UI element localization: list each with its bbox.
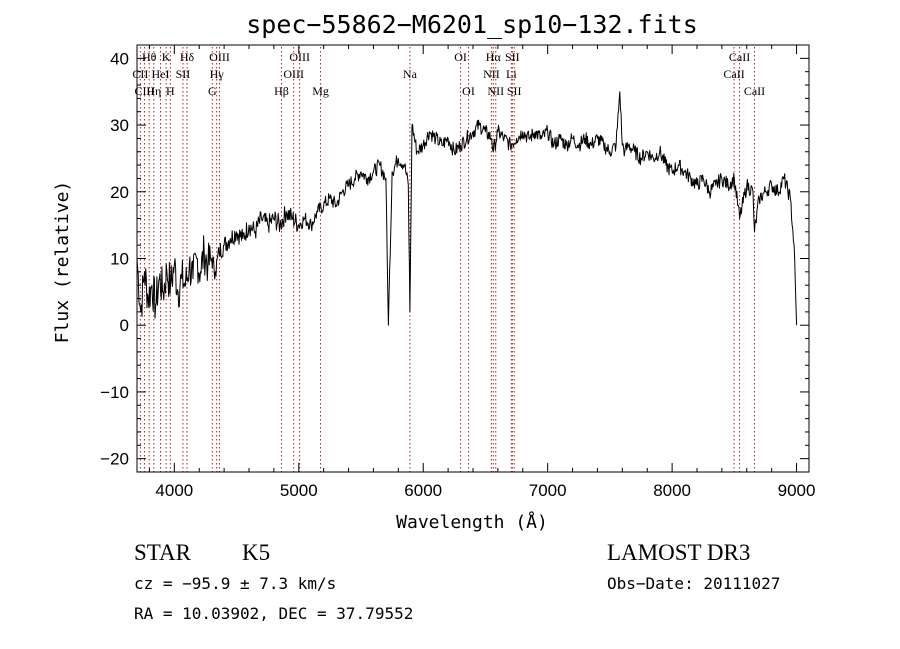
x-tick-label: 8000 (653, 481, 691, 500)
y-tick-label: −20 (100, 450, 129, 469)
y-axis-label: Flux (relative) (52, 181, 73, 344)
x-tick-label: 4000 (155, 481, 193, 500)
spectrum-line (136, 91, 798, 326)
spectral-line-label: Hδ (180, 50, 195, 64)
spectral-line-label: SII (505, 50, 520, 64)
spectral-line-label: G (208, 84, 217, 98)
y-axis: −20 −10 0 10 20 30 40 (100, 49, 809, 469)
chart-title: spec−55862−M6201_sp10−132.fits (246, 10, 698, 39)
spectral-line-label: Hγ (210, 67, 225, 81)
spectral-line-label: CaII (729, 50, 750, 64)
x-tick-label: 9000 (778, 481, 816, 500)
x-axis: 4000 5000 6000 7000 8000 9000 (148, 45, 816, 500)
object-class: STAR (134, 540, 192, 565)
spectral-line-label: Hα (486, 50, 502, 64)
y-tick-label: 20 (110, 183, 129, 202)
spectral-line-label: SII (176, 67, 191, 81)
spectral-line-label: SII (507, 84, 522, 98)
spectral-line-label: CaII (723, 67, 744, 81)
x-axis-label: Wavelength (Å) (396, 511, 548, 533)
y-tick-label: 0 (120, 316, 129, 335)
spectral-line-label: Hη (146, 84, 161, 98)
spectral-line-label: CII (132, 67, 148, 81)
coordinates: RA = 10.03902, DEC = 37.79552 (134, 604, 413, 623)
spectral-line-label: OI (462, 84, 475, 98)
spectral-line-label: K (162, 50, 171, 64)
spectral-line-label: Mg (312, 84, 329, 98)
spectral-line-label: Hβ (274, 84, 289, 98)
x-tick-label: 5000 (280, 481, 318, 500)
spectral-line-label: NII (483, 67, 500, 81)
spectral-line-label: Li (506, 67, 517, 81)
spectral-line-markers (139, 47, 755, 472)
y-tick-label: 30 (110, 116, 129, 135)
spectral-line-label: OIII (289, 50, 310, 64)
x-tick-label: 7000 (529, 481, 567, 500)
spectral-line-label: CIII (134, 84, 154, 98)
spectral-line-label: CaII (744, 84, 765, 98)
x-tick-label: 6000 (404, 481, 442, 500)
y-tick-label: 40 (110, 49, 129, 68)
survey-name: LAMOST DR3 (607, 540, 750, 565)
redshift-cz: cz = −95.9 ± 7.3 km/s (134, 574, 336, 593)
spectral-line-label: OIII (209, 50, 230, 64)
y-tick-label: 10 (110, 250, 129, 269)
plot-frame (136, 44, 810, 473)
spectral-line-label: NII (487, 84, 504, 98)
spectral-line-label: OI (454, 50, 467, 64)
object-subclass: K5 (242, 540, 270, 565)
spectral-line-label: Na (403, 67, 418, 81)
y-tick-label: −10 (100, 383, 129, 402)
spectral-line-label: H (166, 84, 175, 98)
observation-date: Obs−Date: 20111027 (607, 574, 780, 593)
spectral-line-label: HeI (152, 67, 170, 81)
spectral-line-label: OIII (283, 67, 304, 81)
spectral-line-label: Hθ (142, 50, 157, 64)
